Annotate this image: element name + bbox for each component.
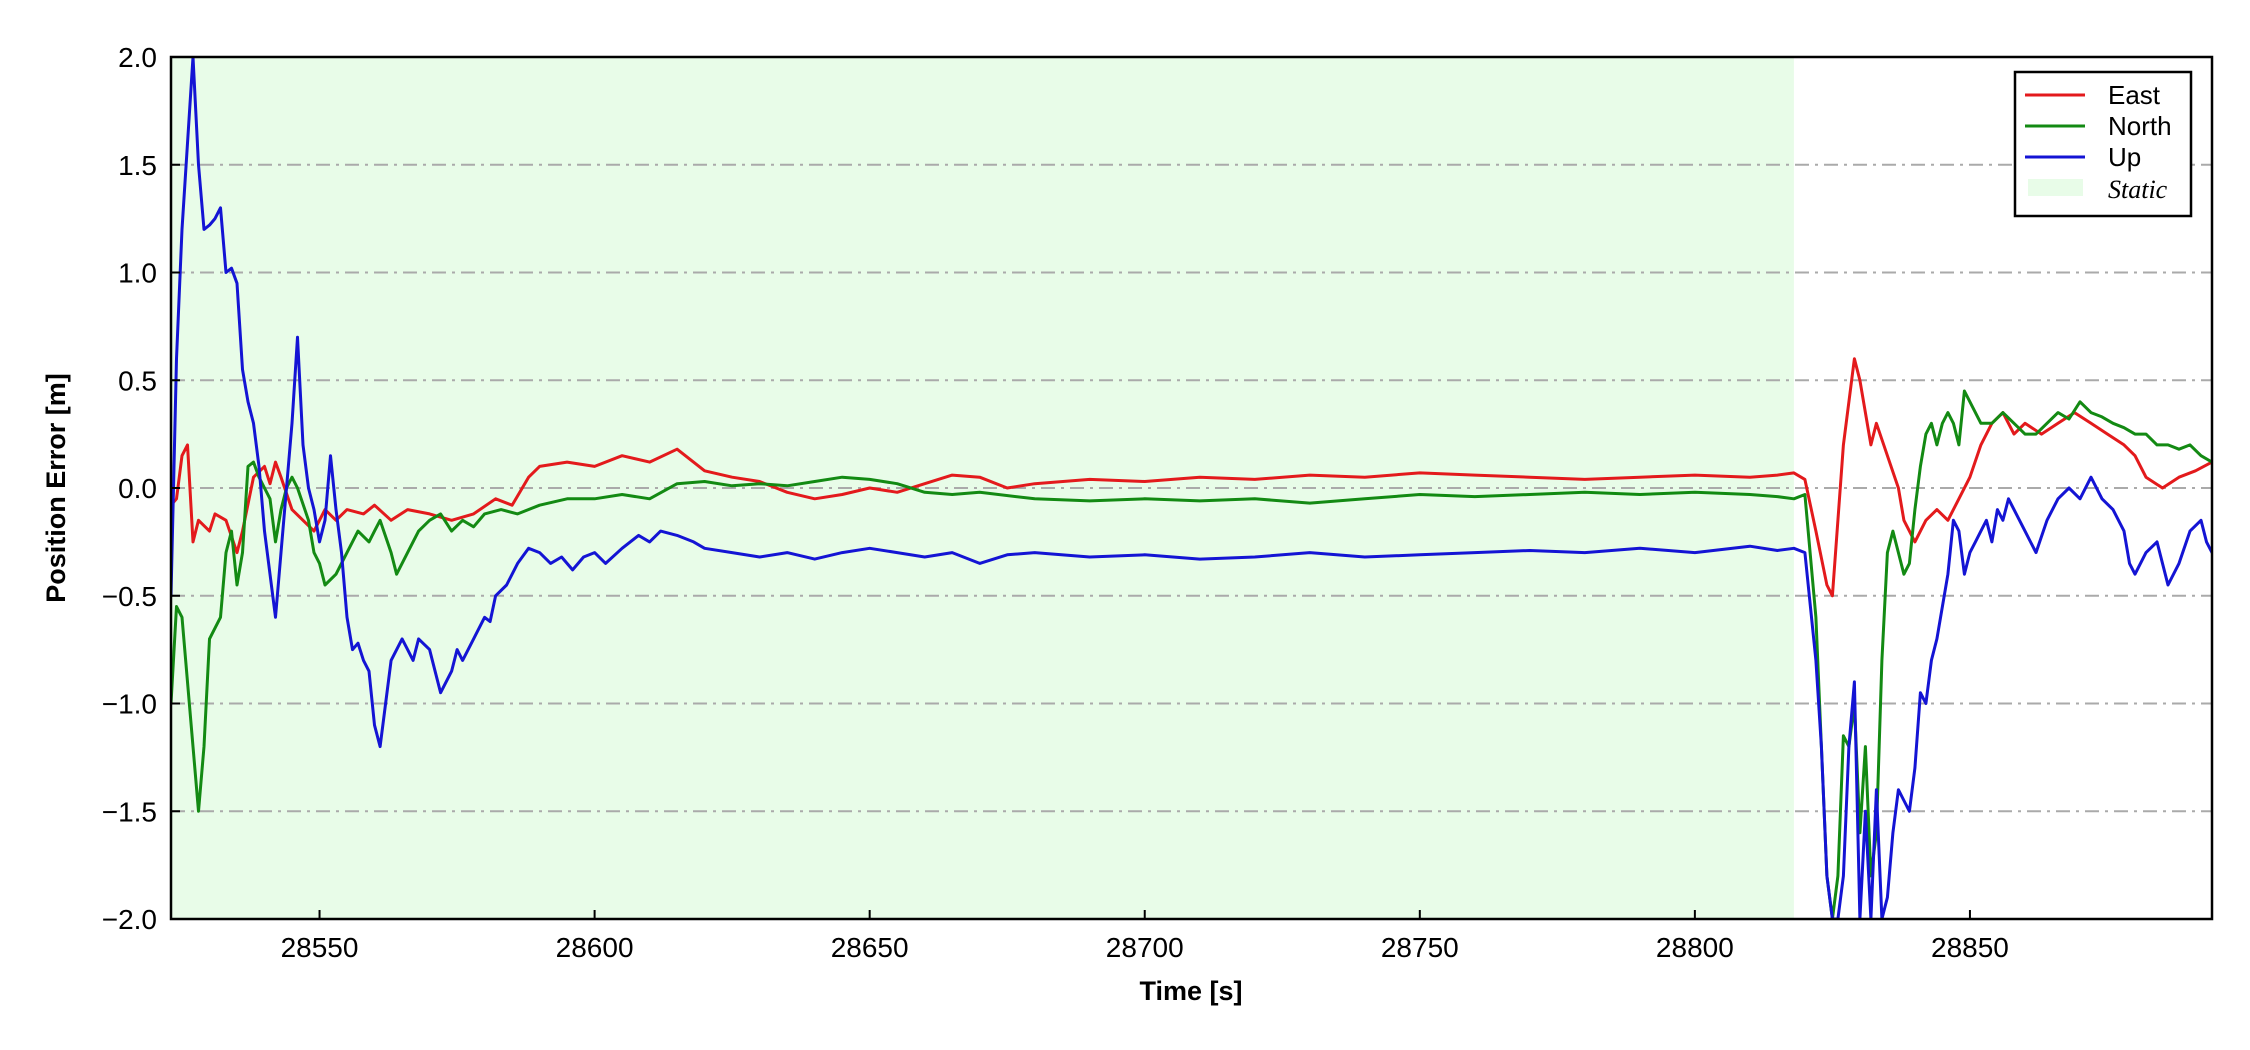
x-tick-label-5: 28800 (1656, 932, 1734, 963)
legend-label-north: North (2108, 111, 2172, 141)
legend-swatch-static (2028, 179, 2083, 196)
x-tick-label-6: 28850 (1931, 932, 2009, 963)
legend: East North Up Static (2013, 70, 2193, 218)
x-axis-label: Time [s] (1139, 976, 1242, 1006)
x-tick-label-0: 28550 (281, 932, 359, 963)
y-tick-label-1: −1.5 (102, 796, 157, 827)
series-layer (171, 57, 2212, 919)
x-tick-label-2: 28650 (831, 932, 909, 963)
y-axis-label: Position Error [m] (41, 373, 71, 603)
y-tick-label-0: −2.0 (102, 904, 157, 935)
series-line-up (171, 57, 2212, 919)
series-line-north (171, 389, 2212, 919)
x-tick-label-3: 28700 (1106, 932, 1184, 963)
y-tick-label-6: 1.0 (118, 258, 157, 289)
x-axis-ticks: 28550 28600 28650 28700 28750 28800 28850 (281, 910, 2009, 963)
legend-label-up: Up (2108, 142, 2141, 172)
y-tick-label-4: 0.0 (118, 473, 157, 504)
y-tick-label-2: −1.0 (102, 689, 157, 720)
grid-layer (171, 163, 2212, 813)
y-tick-label-7: 1.5 (118, 150, 157, 181)
x-tick-label-1: 28600 (556, 932, 634, 963)
legend-label-east: East (2108, 80, 2161, 110)
y-tick-label-5: 0.5 (118, 365, 157, 396)
x-tick-label-4: 28750 (1381, 932, 1459, 963)
y-tick-label-8: 2.0 (118, 42, 157, 73)
y-axis-ticks: −2.0 −1.5 −1.0 −0.5 0.0 0.5 1.0 1.5 2.0 (102, 42, 180, 935)
legend-label-static: Static (2108, 175, 2168, 204)
y-tick-label-3: −0.5 (102, 581, 157, 612)
series-line-east (171, 357, 2212, 598)
